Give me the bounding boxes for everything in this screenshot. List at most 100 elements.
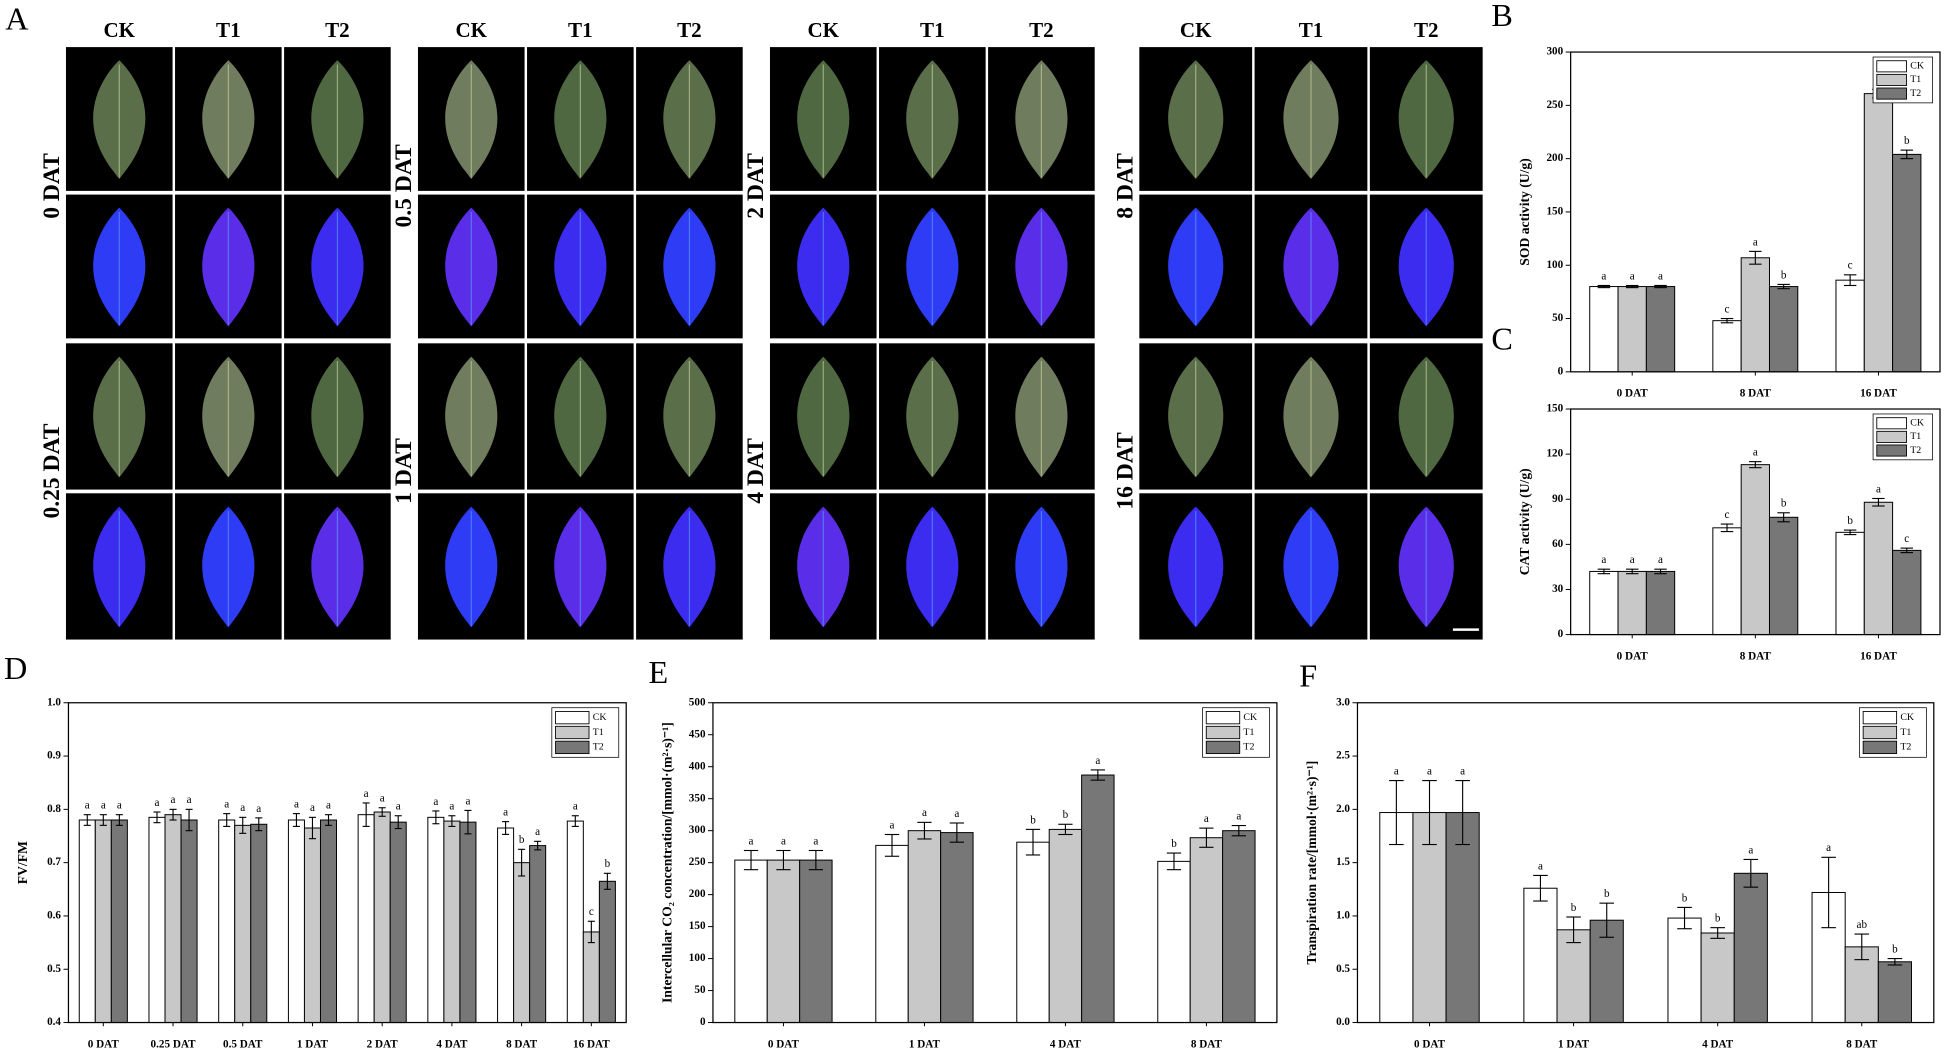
error-bar (1025, 828, 1041, 856)
bar (148, 816, 166, 1024)
y-tick-label: 450 (689, 728, 706, 740)
y-tick-label: 0 (1558, 628, 1564, 640)
time-label: 16 DAT (1112, 432, 1138, 510)
error-bar (1749, 461, 1762, 469)
error-bar (1677, 906, 1692, 930)
significance-letter: a (396, 801, 401, 813)
bar (1863, 501, 1894, 636)
y-tick-label: 250 (1546, 99, 1563, 111)
significance-letter: a (1601, 270, 1606, 282)
significance-letter: a (326, 800, 331, 812)
significance-letter: a (1658, 270, 1663, 282)
bar (1863, 93, 1894, 373)
error-bar (1843, 529, 1857, 536)
y-axis-label: CAT activity (U/g) (1517, 468, 1533, 575)
panel-label: E (649, 654, 669, 690)
bar (319, 819, 338, 1024)
y-tick-label: 300 (689, 824, 706, 836)
legend-swatch (1876, 87, 1907, 100)
significance-letter: a (224, 799, 229, 811)
significance-letter: a (503, 806, 508, 818)
significance-letter: c (589, 906, 594, 918)
bar (1016, 841, 1050, 1024)
x-tick-label: 0 DAT (768, 1038, 800, 1050)
bar (1222, 830, 1256, 1024)
panel-label: B (1491, 0, 1512, 33)
bar (443, 820, 461, 1024)
column-header: CK (455, 18, 487, 42)
y-tick-label: 50 (1552, 312, 1564, 324)
error-bar (1654, 568, 1667, 575)
legend-swatch (1876, 60, 1907, 73)
significance-letter: a (1460, 765, 1465, 777)
x-tick-label: 0.25 DAT (151, 1038, 197, 1050)
y-tick-label: 100 (1546, 259, 1563, 271)
error-bar (1597, 284, 1611, 289)
error-bar (448, 815, 456, 827)
significance-letter: b (1571, 902, 1577, 914)
column-header: T2 (677, 18, 702, 42)
error-bar (502, 821, 510, 835)
significance-letter: a (749, 835, 754, 847)
legend-label: T1 (1243, 727, 1254, 738)
legend-label: T1 (1910, 431, 1921, 442)
error-bar (308, 816, 316, 840)
bar (734, 859, 768, 1024)
column-header: T2 (1029, 18, 1054, 42)
error-bar (1900, 547, 1913, 554)
y-tick-label: 500 (689, 696, 706, 708)
y-axis-label: Intercellular CO₂ concentration/[mmol·(m… (659, 722, 675, 1003)
x-tick-label: 8 DAT (1191, 1038, 1223, 1050)
significance-letter: a (1753, 447, 1758, 459)
time-label: 2 DAT (743, 153, 769, 219)
bar (1589, 570, 1619, 636)
error-bar (1455, 780, 1470, 846)
bar (459, 821, 477, 1024)
bar (1081, 774, 1115, 1024)
significance-letter: a (813, 835, 818, 847)
significance-letter: a (1876, 483, 1881, 495)
y-tick-label: 300 (1546, 46, 1563, 58)
error-bar (1720, 317, 1734, 324)
y-tick-label: 3.0 (1336, 696, 1350, 708)
y-tick-label: 30 (1552, 583, 1564, 595)
y-tick-label: 0.4 (47, 1016, 61, 1028)
bar (1768, 516, 1799, 636)
x-tick-label: 4 DAT (1050, 1038, 1082, 1050)
significance-letter: a (117, 800, 122, 812)
significance-letter: a (922, 807, 927, 819)
plot-frame (1570, 51, 1941, 373)
error-bar (534, 840, 542, 851)
bar (1445, 812, 1480, 1024)
bar (1617, 570, 1647, 636)
error-bar (571, 815, 579, 827)
significance-letter: a (1630, 270, 1635, 282)
error-bar (1597, 568, 1611, 575)
significance-letter: b (1604, 888, 1610, 900)
x-tick-label: 16 DAT (1860, 650, 1897, 662)
significance-letter: b (1781, 498, 1787, 510)
error-bar (587, 920, 595, 944)
error-bar (1166, 852, 1182, 871)
x-tick-label: 1 DAT (297, 1038, 329, 1050)
column-header: T2 (1414, 18, 1439, 42)
legend-label: CK (1910, 418, 1925, 429)
plot-frame (712, 702, 1278, 1024)
y-tick-label: 0.9 (47, 750, 61, 762)
y-tick-label: 2.0 (1336, 803, 1350, 815)
error-bar (169, 808, 177, 821)
legend-label: T2 (1900, 742, 1911, 753)
legend-swatch (1876, 430, 1907, 443)
error-bar (1625, 284, 1639, 289)
significance-letter: a (85, 800, 90, 812)
y-tick-label: 2.5 (1336, 750, 1350, 762)
bar (1835, 531, 1865, 636)
significance-letter: a (310, 802, 315, 814)
x-tick-label: 4 DAT (436, 1038, 468, 1050)
plot-frame (1570, 408, 1941, 636)
bar (1556, 929, 1591, 1024)
error-bar (1843, 274, 1857, 287)
error-bar (1533, 874, 1548, 902)
error-bar (1821, 856, 1836, 929)
significance-letter: a (449, 801, 454, 813)
